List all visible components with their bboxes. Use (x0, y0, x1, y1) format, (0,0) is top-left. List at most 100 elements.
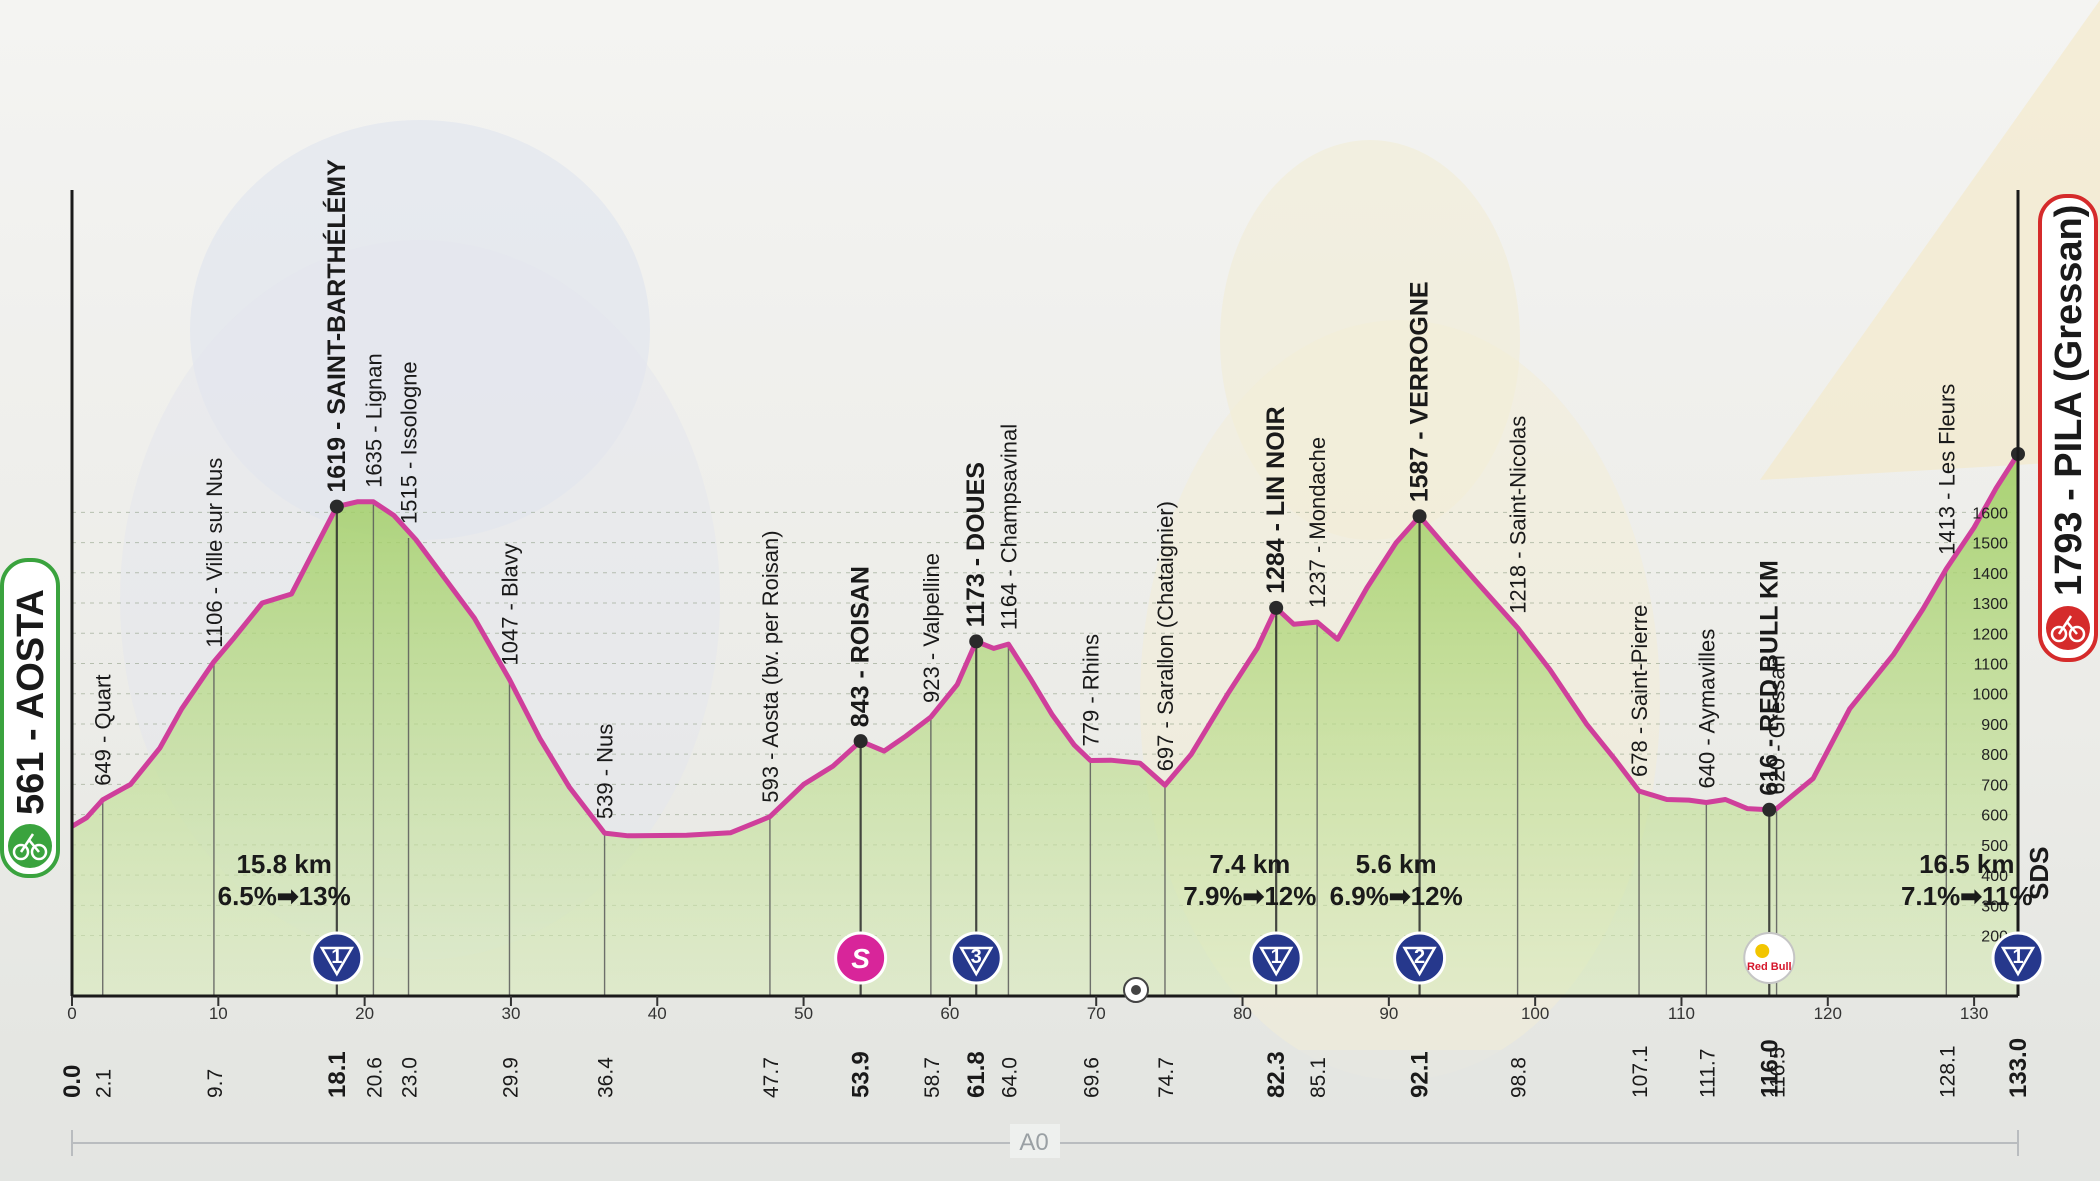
x-tick-label-130: 130 (1960, 1004, 1988, 1023)
climb-length-0: 15.8 km (236, 849, 331, 879)
gpm-marker-2: 3 (949, 931, 1003, 985)
x-tick-label-80: 80 (1233, 1004, 1252, 1023)
place-label-12: 1164 - Champsavinal (996, 424, 1021, 630)
altitude-tick-600: 600 (1981, 808, 2008, 825)
gpm-marker-label-4: 2 (1414, 946, 1425, 968)
place-km-4: 20.6 (363, 1057, 386, 1098)
altitude-tick-300: 300 (1981, 898, 2008, 915)
gpm-marker-3: 1 (1249, 931, 1303, 985)
altitude-tick-900: 900 (1981, 717, 2008, 734)
x-tick-label-40: 40 (648, 1004, 667, 1023)
x-tick-label-110: 110 (1668, 1004, 1695, 1023)
place-label-2: 1106 - Ville sur Nus (202, 458, 227, 648)
altitude-tick-1300: 1300 (1972, 596, 2008, 613)
place-label-11: 1173 - DOUES (962, 462, 990, 627)
place-km-3: 18.1 (324, 1051, 351, 1098)
climb-gradient-1: 7.9%➡12% (1183, 881, 1316, 911)
intermediate-symbol (1123, 977, 1149, 1003)
place-km-22: 116.5 (1767, 1047, 1790, 1098)
summit-dot-17 (1412, 509, 1427, 524)
climb-details: 15.8 km6.5%➡13% 7.4 km7.9%➡12% 5.6 km6.9%➡… (218, 849, 2033, 911)
start-badge: 561 - AOSTA (0, 558, 60, 878)
x-tick-label-100: 100 (1521, 1004, 1549, 1023)
route-bracket: A0 (71, 1124, 2019, 1158)
x-tick-label-0: 0 (67, 1004, 76, 1023)
place-label-22: 620 - Gressan (1765, 655, 1790, 794)
place-km-12: 64.0 (998, 1057, 1021, 1098)
x-tick-label-30: 30 (501, 1004, 520, 1023)
place-km-24: 133.0 (2005, 1038, 2032, 1098)
place-label-7: 539 - Nus (593, 724, 618, 819)
summit-dot-9 (853, 734, 868, 749)
altitude-tick-1500: 1500 (1972, 536, 2008, 553)
place-km-9: 53.9 (848, 1051, 875, 1098)
place-km-1: 2.1 (93, 1069, 116, 1098)
altitude-tick-400: 400 (1981, 868, 2008, 885)
gpm-marker-4: 2 (1393, 931, 1447, 985)
summit-dot-3 (329, 499, 344, 514)
place-km-7: 36.4 (595, 1057, 618, 1098)
place-label-3: 1619 - SAINT-BARTHÉLÉMY (322, 159, 351, 493)
x-tick-label-120: 120 (1814, 1004, 1842, 1023)
route-label: A0 (1019, 1129, 1048, 1156)
gpm-marker-label-2: 3 (971, 946, 982, 968)
place-label-17: 1587 - VERROGNE (1406, 281, 1434, 502)
summit-dot-11 (969, 634, 984, 649)
place-label-16: 1237 - Mondache (1305, 437, 1330, 608)
place-label-5: 1515 - Issologne (397, 361, 422, 524)
place-label-8: 593 - Aosta (bv. per Roisan) (758, 530, 783, 802)
place-label-4: 1635 - Lignan (361, 353, 386, 488)
gpm-marker-label-0: 1 (331, 946, 342, 968)
altitude-tick-labels: 2003004005006007008009001000110012001300… (1972, 505, 2008, 945)
x-tick-label-10: 10 (209, 1004, 228, 1023)
altitude-tick-1400: 1400 (1972, 566, 2008, 583)
redbull-marker-text: Red Bull (1747, 961, 1792, 973)
x-tick-label-60: 60 (940, 1004, 959, 1023)
place-label-20: 640 - Aymavilles (1694, 629, 1719, 789)
place-label-21: 616 - RED BULL KM (1755, 560, 1783, 796)
place-km-19: 107.1 (1629, 1045, 1652, 1098)
x-tick-label-70: 70 (1087, 1004, 1106, 1023)
place-label-15: 1284 - LIN NOIR (1262, 406, 1290, 594)
summit-dot-21 (1762, 802, 1777, 817)
gpm-marker-label-3: 1 (1271, 946, 1282, 968)
place-label-6: 1047 - Blavy (498, 543, 523, 665)
altitude-tick-1200: 1200 (1972, 626, 2008, 643)
place-label-10: 923 - Valpelline (919, 553, 944, 703)
altitude-tick-1000: 1000 (1972, 687, 2008, 704)
profile-line (70, 447, 2025, 839)
place-km-0: 0.0 (59, 1065, 86, 1098)
finish-label: 1793 - PILA (Gressan) (2048, 205, 2090, 596)
climb-markers: 1 S 3 1 2 Red Bull 1 (310, 931, 2045, 985)
climb-length-1: 7.4 km (1209, 849, 1290, 879)
climb-gradient-2: 6.9%➡12% (1330, 881, 1463, 911)
place-km-8: 47.7 (760, 1057, 783, 1098)
start-label: 561 - AOSTA (10, 589, 52, 815)
altitude-tick-800: 800 (1981, 747, 2008, 764)
segment-label: SDS (2024, 847, 2054, 900)
place-label-14: 697 - Sarallon (Chataignier) (1153, 501, 1178, 771)
place-km-20: 111.7 (1696, 1049, 1719, 1098)
gpm-marker-label-6: 1 (2012, 946, 2023, 968)
finish-bike-icon (2046, 606, 2090, 650)
start-bike-icon (8, 824, 52, 868)
climb-gradient-0: 6.5%➡13% (218, 881, 351, 911)
place-label-23: 1413 - Les Fleurs (1934, 384, 1959, 555)
summit-dot-15 (1269, 600, 1284, 615)
place-km-labels: 0.0 2.1 9.7 18.1 20.6 23.0 29.9 36.4 47.7 53.9 58.… (59, 1038, 2032, 1098)
place-km-13: 69.6 (1080, 1057, 1103, 1098)
gpm-marker-0: 1 (310, 931, 364, 985)
place-km-23: 128.1 (1936, 1045, 1959, 1098)
place-km-5: 23.0 (399, 1057, 422, 1098)
place-label-9: 843 - ROISAN (847, 566, 875, 727)
gpm-marker-6: 1 (1991, 931, 2045, 985)
place-label-19: 678 - Saint-Pierre (1627, 605, 1652, 777)
x-tick-label-50: 50 (794, 1004, 813, 1023)
x-tick-label-20: 20 (355, 1004, 374, 1023)
place-km-14: 74.7 (1155, 1057, 1178, 1098)
altitude-tick-700: 700 (1981, 777, 2008, 794)
altitude-tick-1600: 1600 (1972, 505, 2008, 522)
